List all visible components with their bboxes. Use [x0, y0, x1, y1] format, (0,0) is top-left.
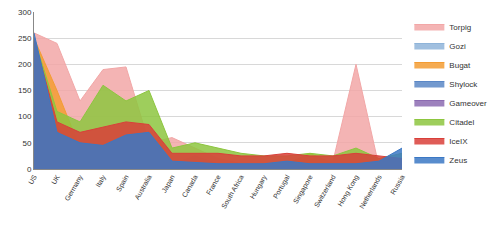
svg-text:Japan: Japan	[160, 174, 177, 195]
svg-text:Zeus: Zeus	[449, 156, 467, 165]
svg-text:Spain: Spain	[115, 174, 131, 194]
svg-text:South Africa: South Africa	[220, 174, 245, 210]
svg-text:Switzerland: Switzerland	[313, 174, 337, 209]
svg-text:Italy: Italy	[94, 173, 108, 189]
svg-text:Shylock: Shylock	[449, 80, 478, 89]
svg-text:Germany: Germany	[63, 173, 85, 202]
svg-text:Hungary: Hungary	[249, 173, 269, 200]
svg-text:Singapore: Singapore	[292, 174, 315, 206]
svg-text:Russia: Russia	[389, 174, 406, 196]
svg-text:300: 300	[18, 8, 32, 17]
svg-text:US: US	[27, 173, 38, 185]
svg-text:100: 100	[18, 112, 32, 121]
svg-text:200: 200	[18, 60, 32, 69]
svg-text:Australia: Australia	[133, 174, 153, 201]
svg-text:UK: UK	[50, 173, 61, 185]
svg-text:France: France	[205, 174, 222, 196]
svg-text:IceIX: IceIX	[449, 137, 468, 146]
svg-text:Torpig: Torpig	[449, 23, 471, 32]
svg-text:50: 50	[22, 139, 31, 148]
svg-text:Gameover: Gameover	[449, 99, 487, 108]
svg-text:0: 0	[27, 165, 32, 174]
svg-text:250: 250	[18, 34, 32, 43]
svg-text:Portugal: Portugal	[272, 173, 292, 200]
svg-text:Netherlands: Netherlands	[358, 173, 383, 210]
svg-text:Bugat: Bugat	[449, 61, 471, 70]
svg-text:Citadel: Citadel	[449, 118, 474, 127]
svg-text:Canada: Canada	[181, 174, 199, 199]
svg-text:Gozi: Gozi	[449, 42, 466, 51]
svg-text:150: 150	[18, 86, 32, 95]
svg-text:Hong Kong: Hong Kong	[336, 174, 360, 208]
